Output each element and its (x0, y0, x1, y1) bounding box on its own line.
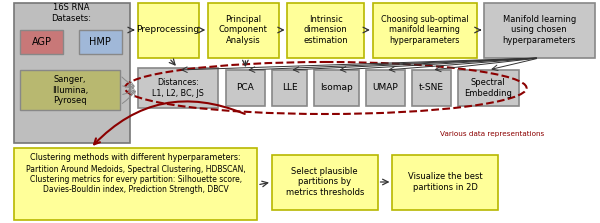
Text: Intrinsic
dimension
estimation: Intrinsic dimension estimation (304, 15, 348, 45)
Text: Various data representations: Various data representations (440, 131, 544, 137)
Bar (137, 3, 199, 58)
Bar (373, 3, 476, 58)
Text: Choosing sub-optimal
manifold learning
hyperparameters: Choosing sub-optimal manifold learning h… (381, 15, 469, 45)
Text: Davies-Bouldin index, Prediction Strength, DBCV: Davies-Bouldin index, Prediction Strengt… (43, 184, 229, 194)
Bar (137, 68, 218, 108)
Text: Distances:
L1, L2, BC, JS: Distances: L1, L2, BC, JS (152, 78, 204, 98)
Text: AGP: AGP (32, 37, 52, 47)
Text: Manifold learning
using chosen
hyperparameters: Manifold learning using chosen hyperpara… (503, 15, 576, 45)
Text: Preprocessing: Preprocessing (136, 25, 200, 35)
Bar (484, 3, 595, 58)
Bar (412, 70, 451, 106)
Text: Sanger,
Illumina,
Pyroseq: Sanger, Illumina, Pyroseq (52, 75, 88, 105)
Bar (226, 70, 265, 106)
Text: Select plausible
partitions by
metrics thresholds: Select plausible partitions by metrics t… (286, 167, 364, 197)
Bar (272, 155, 377, 210)
Bar (458, 70, 518, 106)
Bar (20, 30, 63, 54)
Text: Clustering methods with different hyperparameters:: Clustering methods with different hyperp… (31, 153, 241, 163)
Bar (14, 3, 130, 143)
Text: t-SNE: t-SNE (419, 83, 444, 93)
Text: Isomap: Isomap (320, 83, 353, 93)
Bar (272, 70, 307, 106)
Bar (314, 70, 359, 106)
Text: Principal
Component
Analysis: Principal Component Analysis (219, 15, 268, 45)
Text: LLE: LLE (281, 83, 297, 93)
Bar (366, 70, 405, 106)
Text: Spectral
Embedding: Spectral Embedding (464, 78, 512, 98)
Text: PCA: PCA (236, 83, 254, 93)
Bar (14, 148, 257, 220)
Text: Partition Around Medoids, Spectral Clustering, HDBSCAN,: Partition Around Medoids, Spectral Clust… (26, 165, 245, 173)
Bar (208, 3, 278, 58)
Text: HMP: HMP (89, 37, 112, 47)
Text: Clustering metrics for every partition: Silhouette score,: Clustering metrics for every partition: … (29, 175, 242, 184)
Bar (20, 70, 120, 110)
Bar (392, 155, 498, 210)
Text: UMAP: UMAP (373, 83, 398, 93)
Bar (287, 3, 364, 58)
Text: Visualize the best
partitions in 2D: Visualize the best partitions in 2D (408, 172, 482, 192)
Bar (79, 30, 122, 54)
Text: 16S RNA
Datasets:: 16S RNA Datasets: (51, 3, 91, 23)
